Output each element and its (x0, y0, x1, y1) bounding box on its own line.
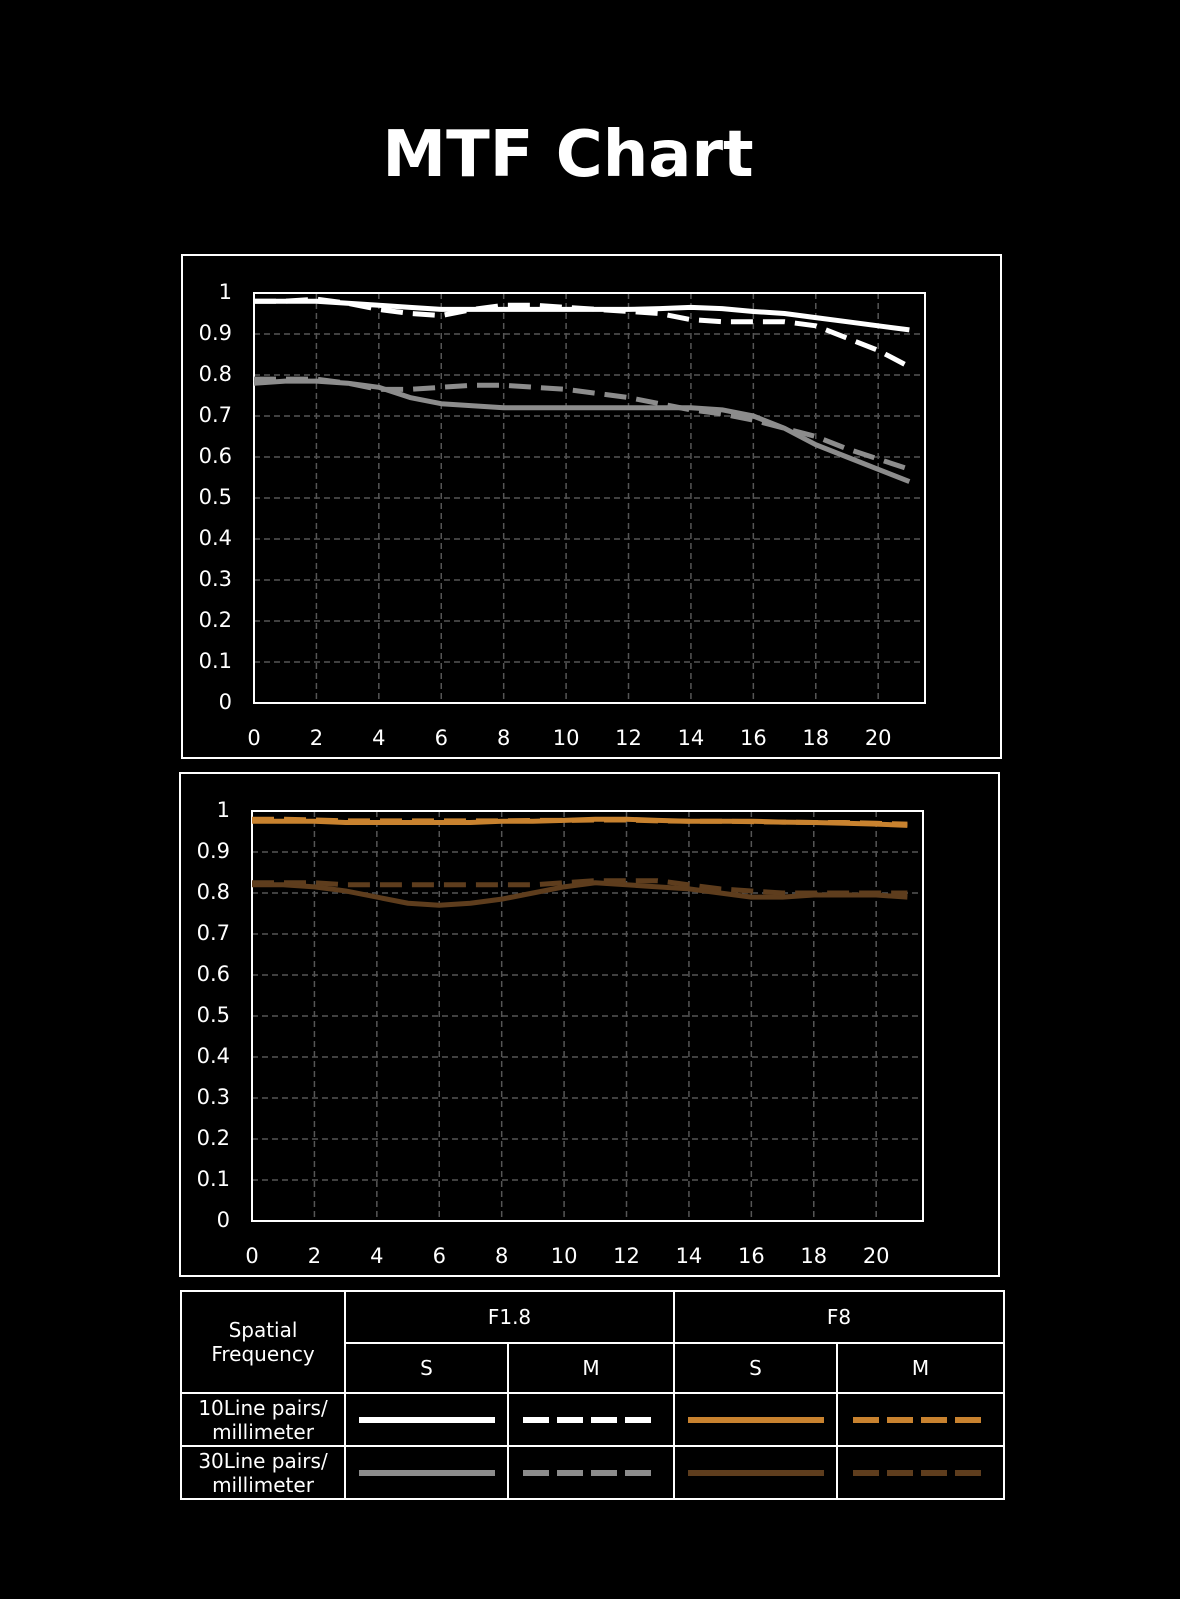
y-tick-label: 0.3 (197, 1085, 230, 1109)
x-tick-label: 20 (865, 726, 892, 750)
series-line (252, 816, 908, 827)
x-tick-label: 18 (800, 1244, 827, 1268)
x-tick-label: 16 (740, 726, 767, 750)
chart-frame (181, 254, 1002, 759)
y-tick-label: 0.5 (199, 485, 232, 509)
y-tick-label: 0.8 (197, 880, 230, 904)
y-tick-label: 0.2 (199, 608, 232, 632)
series-line (252, 878, 908, 896)
chart-frame (179, 772, 1000, 1277)
y-tick-label: 0.7 (199, 403, 232, 427)
x-tick-label: 6 (435, 726, 448, 750)
x-tick-label: 4 (372, 726, 385, 750)
y-tick-label: 0.3 (199, 567, 232, 591)
y-tick-label: 0.9 (197, 839, 230, 863)
x-tick-label: 12 (613, 1244, 640, 1268)
type-label: M (836, 1342, 1005, 1394)
y-tick-label: 0.6 (197, 962, 230, 986)
legend-table: Spatial Frequency F1.8 F8 S M S M 10Line… (180, 1290, 1005, 1500)
x-tick-label: 2 (310, 726, 323, 750)
charts: 00.10.20.30.40.50.60.70.80.910 2 4 6 8 10 12 14… (179, 254, 1002, 1277)
type-label: M (507, 1342, 675, 1394)
x-tick-label: 12 (615, 726, 642, 750)
x-tick-label: 10 (551, 1244, 578, 1268)
type-label: S (344, 1342, 509, 1394)
y-tick-label: 0 (217, 1208, 230, 1232)
series-line (252, 880, 908, 908)
series-line (254, 376, 911, 472)
x-tick-label: 4 (370, 1244, 383, 1268)
x-tick-label: 8 (497, 726, 510, 750)
type-label: S (673, 1342, 838, 1394)
legend-swatch (358, 1416, 495, 1423)
x-tick-label: 10 (553, 726, 580, 750)
legend-swatch (687, 1469, 824, 1476)
aperture-label: F8 (673, 1290, 1005, 1344)
row-label: 30Line pairs/ millimeter (180, 1445, 346, 1500)
legend-swatch (852, 1416, 989, 1423)
plot-frame (253, 292, 926, 704)
legend-header: Spatial Frequency (180, 1290, 346, 1394)
page-title: MTF Chart (382, 118, 754, 192)
y-tick-label: 0.1 (199, 649, 232, 673)
y-tick-label: 1 (219, 280, 232, 304)
row-label: 10Line pairs/ millimeter (180, 1392, 346, 1447)
y-tick-label: 0.1 (197, 1167, 230, 1191)
x-tick-label: 6 (433, 1244, 446, 1268)
y-tick-label: 0.7 (197, 921, 230, 945)
x-tick-label: 0 (247, 726, 260, 750)
legend-swatch (523, 1469, 659, 1476)
legend-swatch (852, 1469, 989, 1476)
y-tick-label: 0.4 (197, 1044, 230, 1068)
series-line (254, 296, 911, 370)
x-tick-label: 20 (863, 1244, 890, 1268)
aperture-label: F1.8 (344, 1290, 675, 1344)
x-tick-label: 16 (738, 1244, 765, 1268)
y-tick-label: 0.8 (199, 362, 232, 386)
x-tick-label: 0 (245, 1244, 258, 1268)
x-tick-label: 18 (802, 726, 829, 750)
y-tick-label: 0.9 (199, 321, 232, 345)
y-tick-label: 0.4 (199, 526, 232, 550)
x-tick-label: 14 (676, 1244, 703, 1268)
x-tick-label: 8 (495, 1244, 508, 1268)
legend-swatch (523, 1416, 659, 1423)
y-tick-label: 0.6 (199, 444, 232, 468)
legend-swatch (687, 1416, 824, 1423)
x-tick-label: 14 (678, 726, 705, 750)
series-line (253, 378, 911, 484)
plot-frame (251, 810, 924, 1222)
legend-swatch (358, 1469, 495, 1476)
x-tick-label: 2 (308, 1244, 321, 1268)
y-tick-label: 0.2 (197, 1126, 230, 1150)
y-tick-label: 0 (219, 690, 232, 714)
y-tick-label: 0.5 (197, 1003, 230, 1027)
y-tick-label: 1 (217, 798, 230, 822)
